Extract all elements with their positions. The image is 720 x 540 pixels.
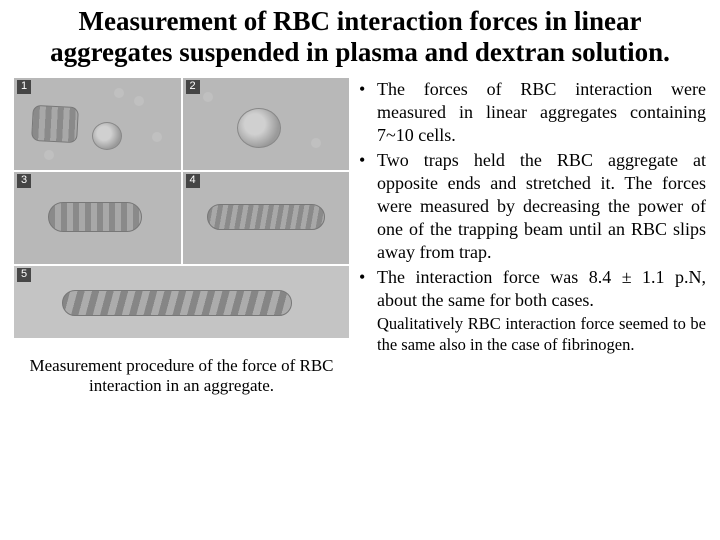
figure-caption: Measurement procedure of the force of RB… bbox=[14, 340, 349, 397]
bullet-item: The forces of RBC interaction were measu… bbox=[355, 78, 706, 147]
figure-panel-1: 1 bbox=[14, 78, 181, 170]
figure-panel-4: 4 bbox=[183, 172, 350, 264]
bullet-list: The forces of RBC interaction were measu… bbox=[355, 78, 706, 312]
figure-panel-2: 2 bbox=[183, 78, 350, 170]
panel-label-3: 3 bbox=[17, 174, 31, 188]
figure-panel-3: 3 bbox=[14, 172, 181, 264]
bullet-item: Two traps held the RBC aggregate at oppo… bbox=[355, 149, 706, 264]
figure-panel-5: 5 bbox=[14, 266, 349, 338]
page-title: Measurement of RBC interaction forces in… bbox=[0, 0, 720, 74]
bullet-item: The interaction force was 8.4 ± 1.1 p.N,… bbox=[355, 266, 706, 312]
figure-grid: 1 2 3 4 5 bbox=[14, 78, 349, 338]
panel-label-4: 4 bbox=[186, 174, 200, 188]
text-column: The forces of RBC interaction were measu… bbox=[349, 78, 706, 397]
trailing-note: Qualitatively RBC interaction force seem… bbox=[355, 314, 706, 355]
figure-column: 1 2 3 4 5 bbox=[14, 78, 349, 397]
panel-label-5: 5 bbox=[17, 268, 31, 282]
content-row: 1 2 3 4 5 bbox=[0, 74, 720, 397]
panel-label-1: 1 bbox=[17, 80, 31, 94]
panel-label-2: 2 bbox=[186, 80, 200, 94]
